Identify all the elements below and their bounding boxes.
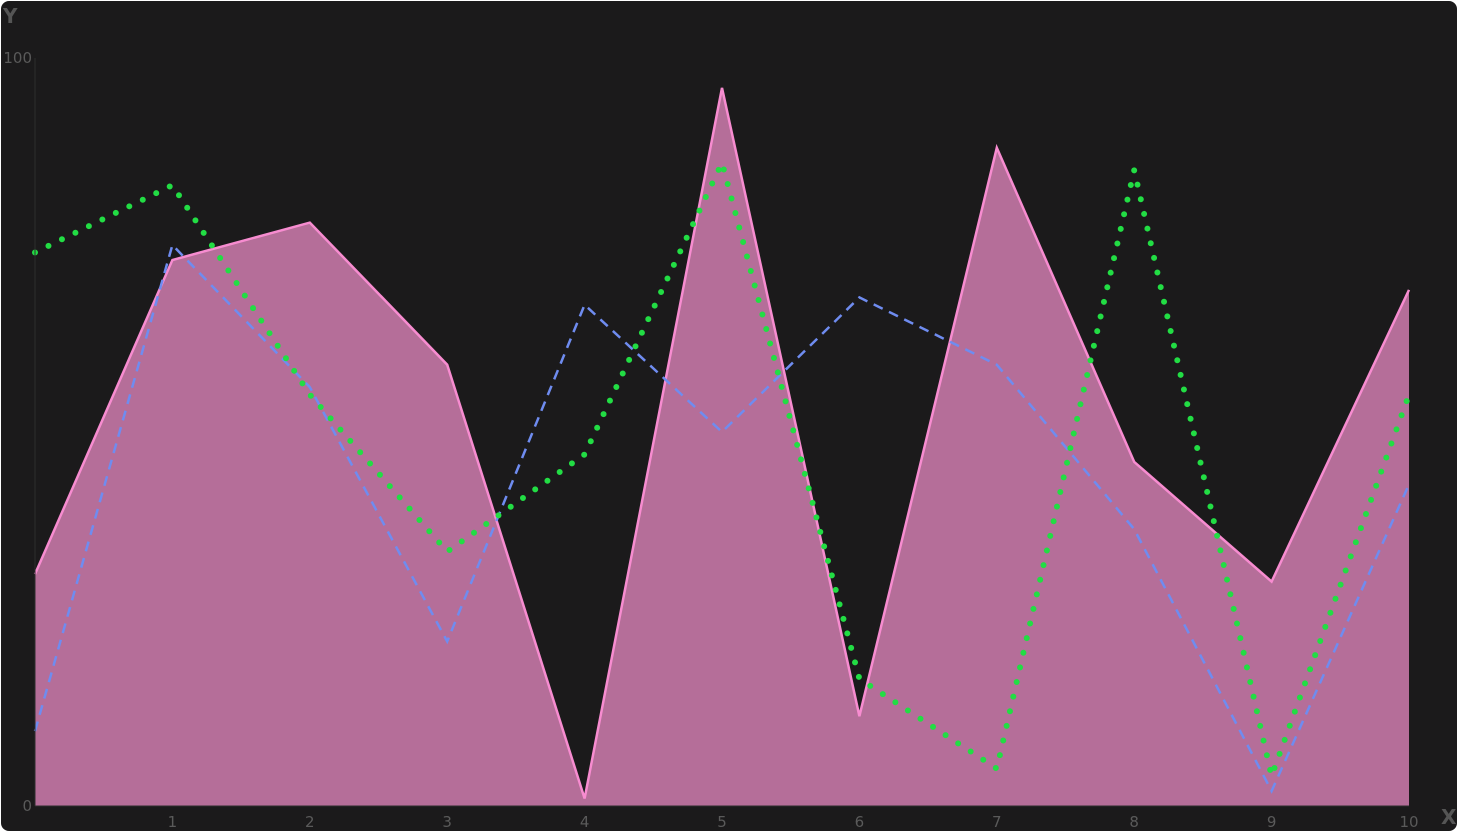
dotted-line <box>32 153 1412 787</box>
area-line <box>33 87 1411 799</box>
dashed-line <box>33 242 1411 794</box>
area-fill <box>35 87 1409 806</box>
x-tick-label: 7 <box>992 813 1002 831</box>
x-tick-label: 10 <box>1399 813 1418 831</box>
x-axis-label: X <box>1441 805 1457 829</box>
x-tick-label: 8 <box>1129 813 1139 831</box>
series-dotted <box>32 153 1412 787</box>
x-tick-label: 9 <box>1267 813 1277 831</box>
x-tick-label: 3 <box>442 813 452 831</box>
x-tick-label: 4 <box>580 813 590 831</box>
x-tick-label: 6 <box>855 813 865 831</box>
series-dashed <box>33 242 1411 794</box>
y-axis-label: Y <box>2 4 18 28</box>
series-area <box>33 87 1411 806</box>
x-tick-label: 2 <box>305 813 315 831</box>
x-tick-label: 1 <box>168 813 178 831</box>
y-tick-label: 100 <box>3 49 32 67</box>
y-tick-label: 0 <box>22 797 32 815</box>
x-tick-label: 5 <box>717 813 727 831</box>
series-layer <box>32 87 1412 806</box>
